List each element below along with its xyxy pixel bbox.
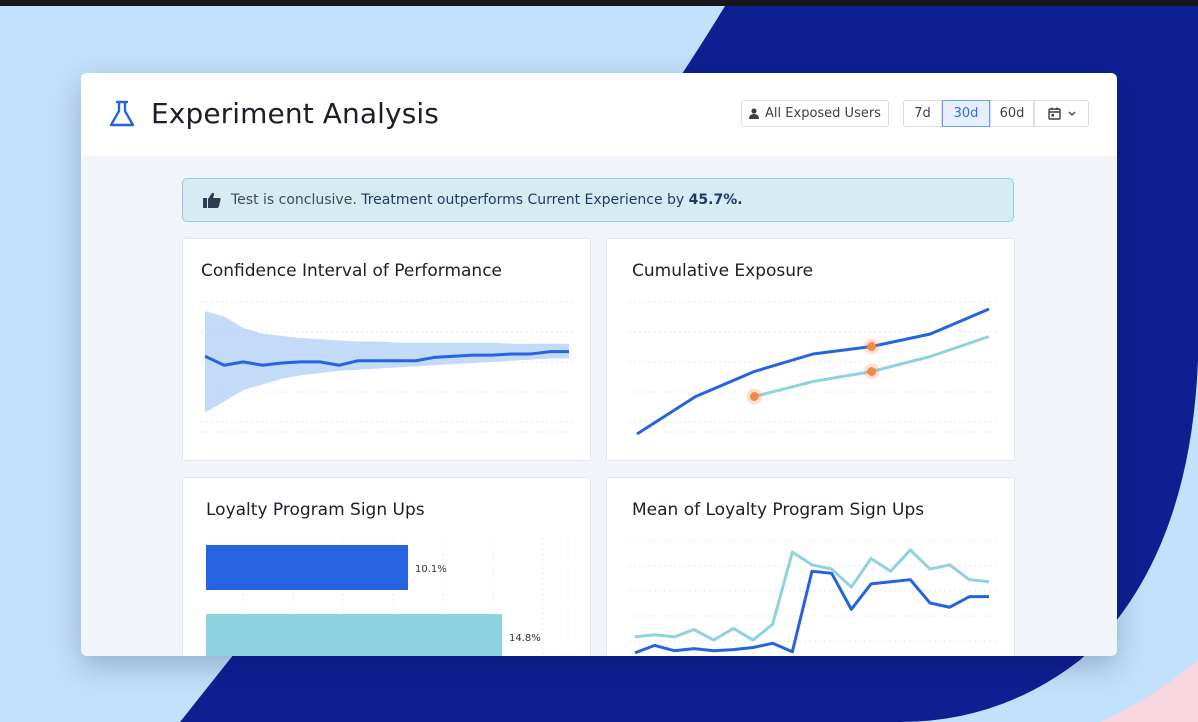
- range-30d-label: 30d: [953, 106, 979, 121]
- mean-signups-chart: [629, 540, 997, 655]
- flask-icon: [109, 100, 135, 127]
- range-7d-label: 7d: [914, 106, 931, 121]
- audience-filter-button[interactable]: All Exposed Users: [741, 100, 889, 127]
- confidence-interval-chart: [201, 301, 573, 433]
- signups-panel: Loyalty Program Sign Ups 10.1% 14.8%: [182, 477, 591, 656]
- confidence-interval-panel: Confidence Interval of Performance: [182, 238, 591, 461]
- chevron-down-icon: [1068, 111, 1075, 116]
- cumulative-exposure-panel: Cumulative Exposure: [606, 238, 1015, 461]
- banner-lead-text: Test is conclusive.: [231, 192, 357, 208]
- page-title: Experiment Analysis: [151, 97, 439, 130]
- banner-percent: 45.7%.: [688, 192, 743, 208]
- range-60d-label: 60d: [999, 106, 1025, 121]
- performance-line: [204, 350, 569, 367]
- exposure-series-0-line: [636, 307, 990, 436]
- banner-emphasis-text: Treatment outperforms Current Experience…: [361, 192, 685, 208]
- exposure-panel-title: Cumulative Exposure: [632, 261, 814, 281]
- signups-bar-label-0: 10.1%: [415, 564, 447, 575]
- result-banner: Test is conclusive. Treatment outperform…: [182, 178, 1014, 222]
- thumbs-up-icon: [203, 192, 221, 208]
- audience-filter-label: All Exposed Users: [765, 106, 881, 121]
- mean-series-0-line: [634, 569, 989, 655]
- range-30d-button[interactable]: 30d: [942, 100, 990, 127]
- signups-bar-0: [206, 545, 408, 590]
- mean-series-1-line: [634, 548, 990, 642]
- cumulative-exposure-chart: [629, 301, 997, 436]
- calendar-dropdown-button[interactable]: [1034, 100, 1089, 127]
- exposure-marker-1: [867, 342, 877, 351]
- signups-bar-1: [206, 614, 502, 656]
- window-top-bar: [0, 0, 1198, 6]
- exposure-marker-0: [749, 392, 759, 401]
- calendar-icon: [1047, 107, 1061, 120]
- card-header: Experiment Analysis All Exposed Users 7d…: [81, 73, 1117, 156]
- signups-bar-label-1: 14.8%: [509, 633, 541, 644]
- range-7d-button[interactable]: 7d: [903, 100, 942, 127]
- experiment-card: Experiment Analysis All Exposed Users 7d…: [81, 73, 1117, 656]
- mean-panel-title: Mean of Loyalty Program Sign Ups: [632, 500, 925, 520]
- signups-panel-title: Loyalty Program Sign Ups: [206, 500, 425, 520]
- exposure-marker-2: [867, 367, 877, 376]
- mean-signups-panel: Mean of Loyalty Program Sign Ups: [606, 477, 1015, 656]
- signups-bar-chart: 10.1% 14.8%: [206, 538, 569, 656]
- range-60d-button[interactable]: 60d: [990, 100, 1034, 127]
- user-icon: [749, 108, 760, 119]
- confidence-panel-title: Confidence Interval of Performance: [201, 261, 503, 281]
